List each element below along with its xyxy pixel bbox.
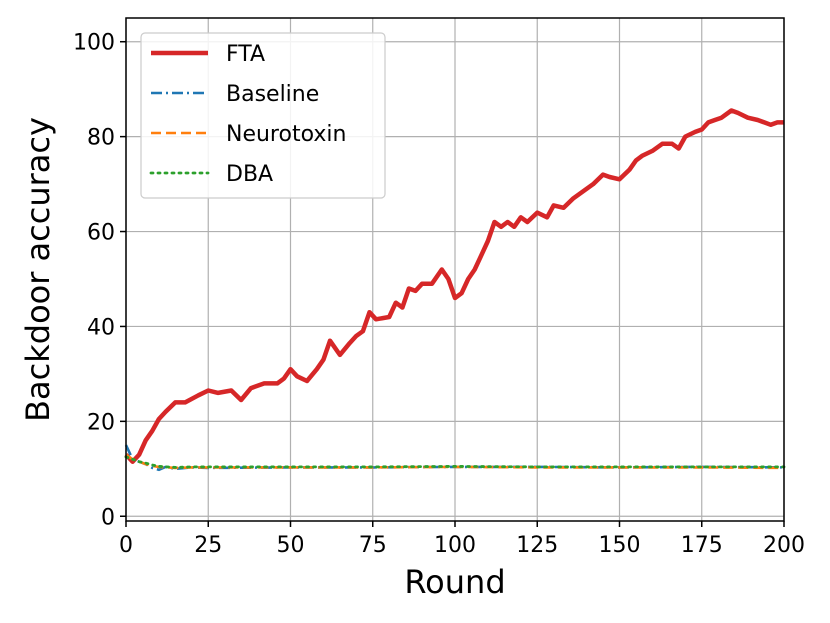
x-tick-label: 150 <box>599 533 641 558</box>
x-tick-label: 25 <box>194 533 222 558</box>
x-tick-label: 0 <box>119 533 133 558</box>
x-tick-label: 75 <box>359 533 387 558</box>
x-tick-label: 200 <box>763 533 805 558</box>
y-tick-label: 40 <box>87 315 115 340</box>
legend-label: FTA <box>226 42 265 67</box>
x-tick-label: 100 <box>434 533 476 558</box>
legend-label: DBA <box>226 162 273 187</box>
x-tick-label: 50 <box>277 533 305 558</box>
x-tick-label: 175 <box>681 533 723 558</box>
series-line-fta <box>124 108 784 464</box>
y-tick-label: 100 <box>73 31 115 56</box>
legend-label: Neurotoxin <box>226 122 346 147</box>
x-axis-title: Round <box>404 563 505 601</box>
x-tick-label: 125 <box>516 533 558 558</box>
axis-ticks: 0 25 50 75 100 125 150 175 200 0 20 40 60 80 100 <box>73 31 805 558</box>
plot-lines <box>124 108 786 472</box>
grid <box>125 18 785 521</box>
legend: FTA Baseline Neurotoxin DBA <box>140 32 386 199</box>
y-axis-title: Backdoor accuracy <box>19 117 57 422</box>
y-tick-label: 0 <box>101 505 115 530</box>
series-line-dba <box>124 455 786 469</box>
legend-frame <box>140 32 386 199</box>
legend-label: Baseline <box>226 82 319 107</box>
y-tick-label: 60 <box>87 221 115 246</box>
y-tick-label: 80 <box>87 126 115 151</box>
y-tick-label: 20 <box>87 410 115 435</box>
